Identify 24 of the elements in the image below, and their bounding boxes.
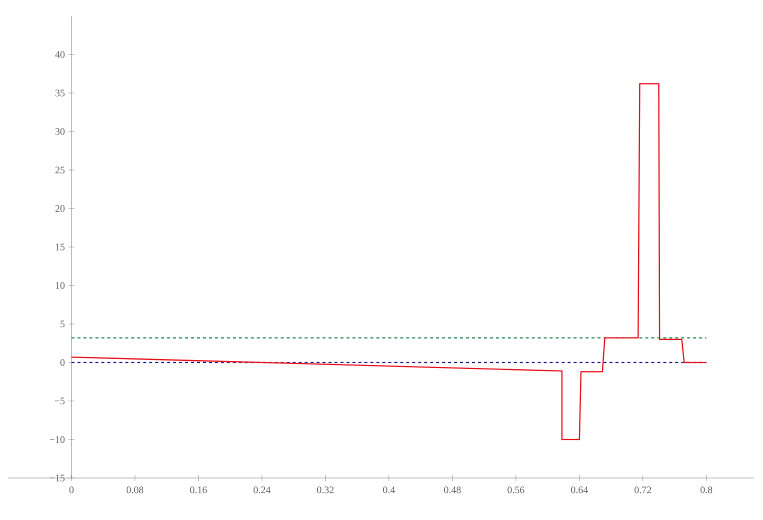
y-tick-label: 30 — [56, 128, 65, 135]
y-tick-label: 10 — [56, 282, 65, 289]
x-tick-label: 0.24 — [254, 486, 271, 494]
y-tick-label: −10 — [50, 436, 65, 443]
x-tick-label: 0 — [69, 486, 74, 494]
y-tick-label: −5 — [54, 398, 65, 404]
x-tick-label: 0.16 — [190, 486, 207, 494]
x-tick-label: 0.08 — [126, 486, 144, 494]
x-tick-label: 0.64 — [571, 486, 588, 494]
x-tick-label: 0.32 — [317, 486, 334, 494]
y-tick-label: 0 — [60, 359, 65, 366]
x-tick-label: 0.48 — [444, 486, 461, 494]
x-tick-label: 0.4 — [383, 486, 396, 494]
line-series — [70, 83, 708, 440]
x-tick-label: 0.72 — [634, 486, 652, 494]
x-tick-label: 0.56 — [508, 486, 524, 494]
y-tick-label: 20 — [55, 205, 65, 212]
y-tick-label: 5 — [60, 320, 65, 328]
y-tick-label: 40 — [55, 51, 65, 58]
y-tick-label: 35 — [56, 90, 65, 96]
y-tick-label: 15 — [56, 244, 65, 250]
y-tick-label: −15 — [50, 474, 65, 482]
x-tick-label: 0.8 — [700, 486, 712, 494]
y-tick-label: 25 — [55, 166, 65, 174]
